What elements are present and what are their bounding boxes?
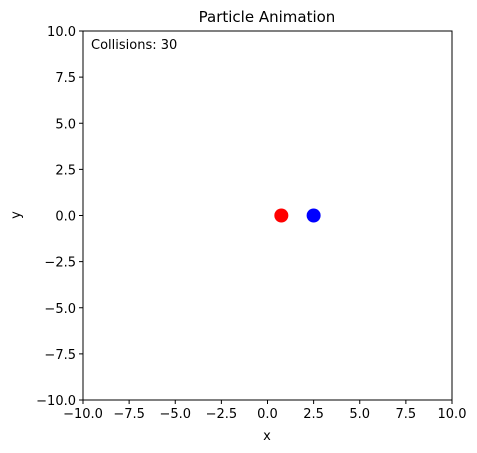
particles (274, 208, 321, 223)
y-tick-label: −5.0 (44, 302, 76, 317)
x-tick-label: −7.5 (113, 407, 145, 422)
x-tick-label: 7.5 (396, 407, 417, 422)
x-tick-label: −10.0 (63, 407, 103, 422)
y-tick-label: 10.0 (47, 25, 76, 40)
x-axis-ticks: −10.0 −7.5 −5.0 −2.5 0.0 2.5 5.0 7.5 10.0 (63, 400, 466, 422)
x-tick-label: 0.0 (257, 407, 278, 422)
plot-frame (82, 30, 453, 401)
y-tick-label: −10.0 (36, 394, 76, 409)
x-tick-label: −5.0 (159, 407, 191, 422)
y-tick-label: 5.0 (55, 117, 76, 132)
x-axis-label: x (263, 429, 271, 444)
x-tick-label: 5.0 (349, 407, 370, 422)
plot-area: −10.0 −7.5 −5.0 −2.5 0.0 2.5 5.0 7.5 10.0 −10.0−… (36, 25, 466, 422)
chart-title: Particle Animation (199, 8, 336, 26)
y-axis-ticks: −10.0 −7.5 −5.0 −2.5 0.0 2.5 5.0 7.5 10.0 (36, 25, 83, 409)
y-tick-label: −7.5 (44, 348, 76, 363)
collision-counter: Collisions: 30 (91, 38, 177, 53)
y-tick-label: −2.5 (44, 256, 76, 271)
y-tick-label: 0.0 (55, 210, 76, 225)
particle-point (274, 208, 289, 223)
y-tick-label: 7.5 (55, 71, 76, 86)
x-tick-label: −2.5 (206, 407, 238, 422)
y-axis-label: y (9, 211, 24, 219)
x-tick-label: 10.0 (438, 407, 467, 422)
x-tick-label: 2.5 (303, 407, 324, 422)
y-tick-label: 2.5 (55, 163, 76, 178)
particle-point (306, 208, 321, 223)
